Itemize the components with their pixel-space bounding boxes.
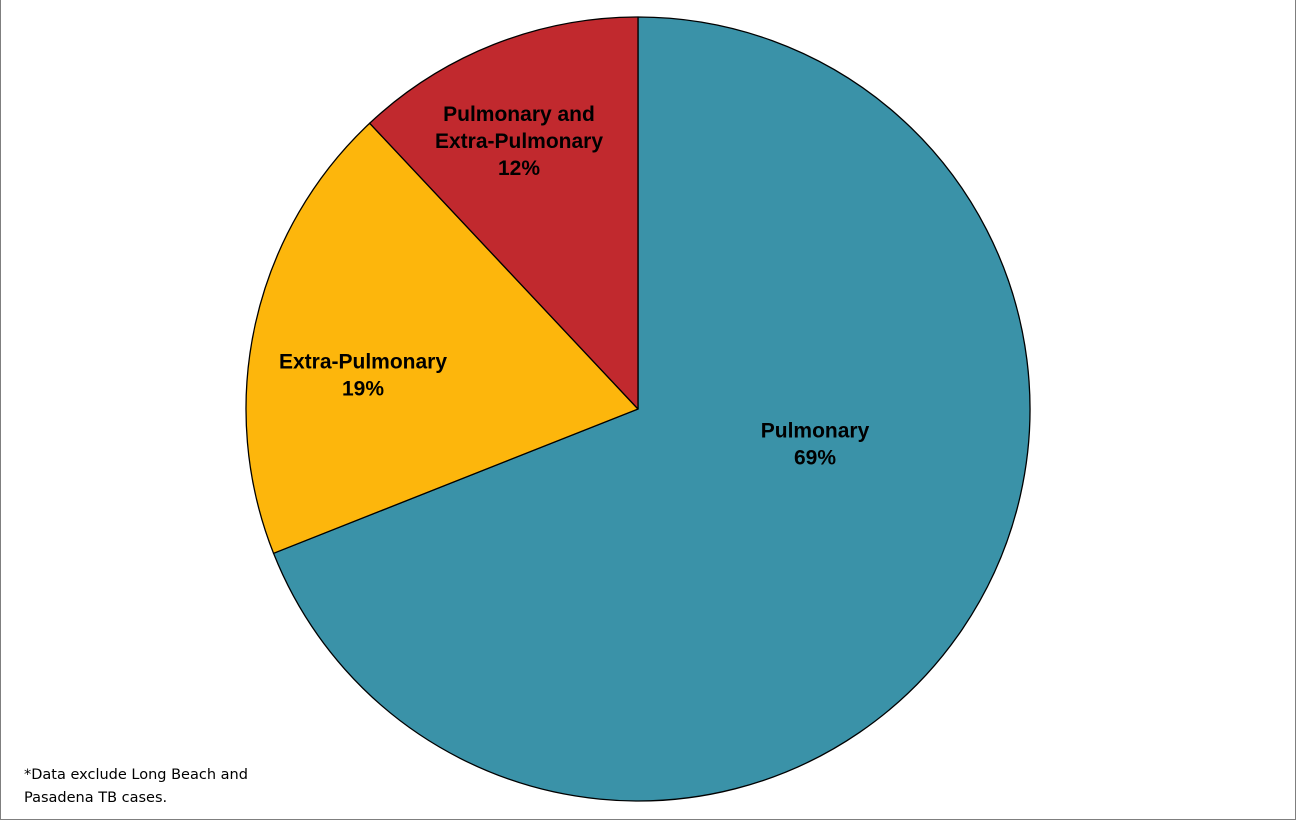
pie-slice-pulmonary: [272, 16, 1031, 802]
footnote-line-1: *Data exclude Long Beach and: [24, 767, 248, 783]
data-label-pulmonary-and-extra-pulmonary: Pulmonary and Extra-Pulmonary 12%: [435, 103, 603, 180]
footnote: *Data exclude Long Beach and Pasadena TB…: [24, 764, 248, 810]
footnote-line-2: Pasadena TB cases.: [24, 790, 168, 806]
pie-slices: [245, 16, 1031, 802]
data-label-category: Extra-Pulmonary: [279, 351, 447, 374]
pie-data-labels: Pulmonary 69% Extra-Pulmonary 19% Pulmonary …: [279, 103, 870, 470]
data-label-category: Pulmonary: [761, 420, 870, 443]
data-label-value: 19%: [342, 378, 384, 401]
data-label-category: Pulmonary and: [443, 103, 595, 126]
data-label-category: Extra-Pulmonary: [435, 130, 603, 153]
data-label-value: 69%: [794, 447, 836, 470]
data-label-value: 12%: [498, 157, 540, 180]
data-label-pulmonary: Pulmonary 69%: [761, 420, 870, 470]
pie-slice-pulmonary-and-extra-pulmonary: [369, 16, 639, 410]
pie-slice-extra-pulmonary: [245, 122, 639, 554]
data-label-extra-pulmonary: Extra-Pulmonary 19%: [279, 351, 447, 401]
